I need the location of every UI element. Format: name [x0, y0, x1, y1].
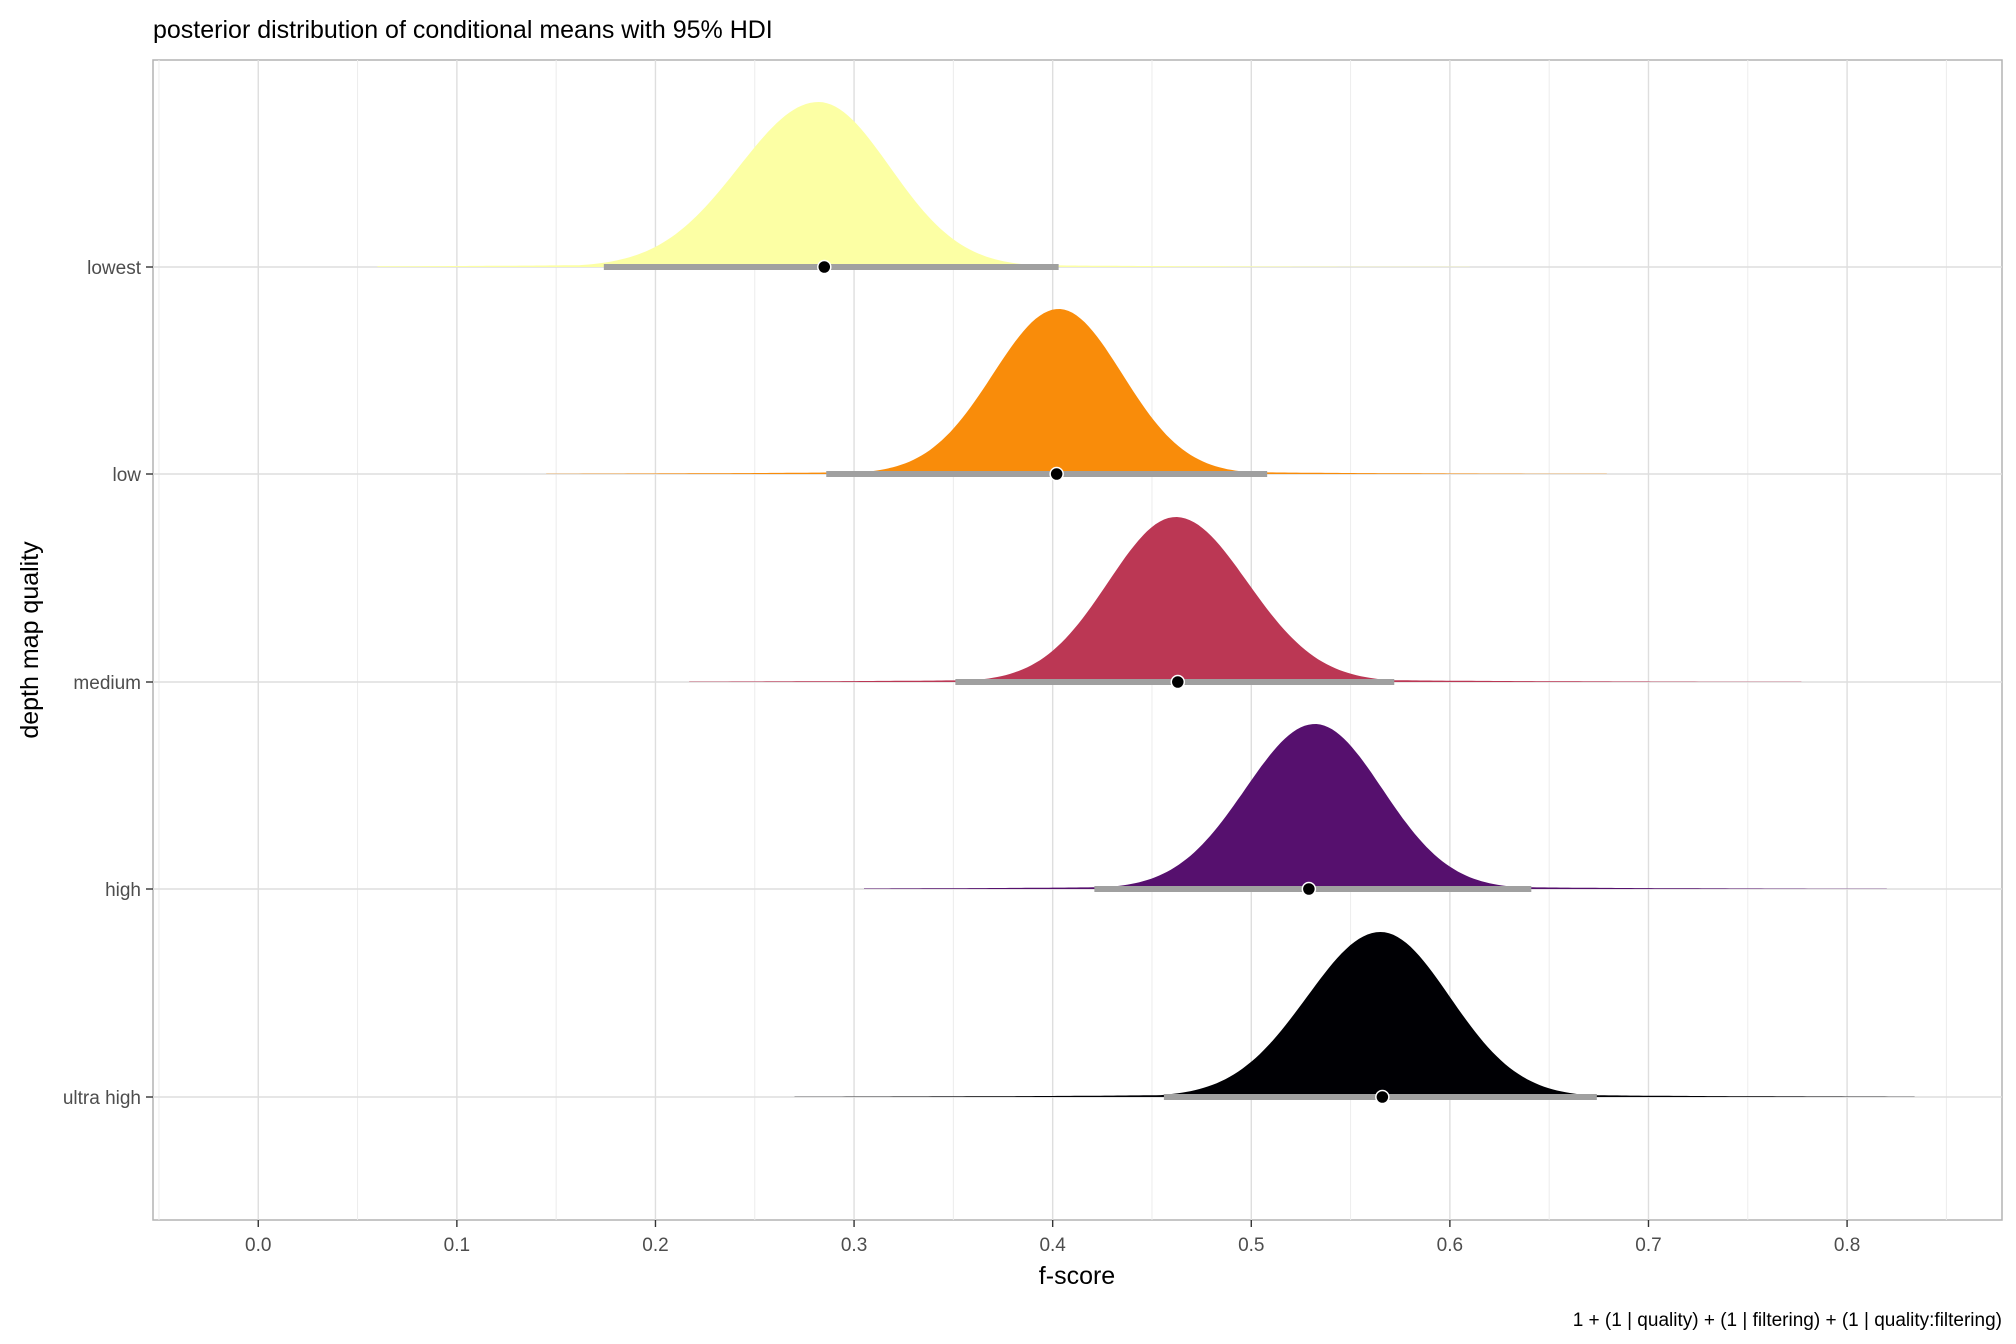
density-ridge-ultra-high: [794, 932, 1915, 1097]
point-estimate-ultra-high: [1375, 1089, 1390, 1105]
y-tick-label: ultra high: [63, 1088, 141, 1109]
y-tick-label: low: [112, 465, 141, 486]
x-tick-label: 0.8: [1834, 1235, 1860, 1256]
y-axis-title: depth map quality: [16, 541, 44, 739]
chart-title: posterior distribution of conditional me…: [153, 16, 773, 44]
density-ridge-lowest: [377, 102, 1470, 267]
x-tick-label: 0.3: [841, 1235, 867, 1256]
point-estimate-lowest: [817, 259, 832, 275]
density-ridge-low: [546, 309, 1607, 474]
density-ridges: [377, 102, 1915, 1097]
point-estimate-high: [1301, 881, 1317, 897]
y-tick-label: medium: [73, 673, 141, 694]
point-estimate-low: [1049, 466, 1064, 482]
x-axis-ticks: 0.0 0.1 0.2 0.3 0.4 0.5 0.6 0.7 0.8: [245, 1220, 1860, 1256]
density-ridge-high: [864, 724, 1887, 889]
x-tick-label: 0.1: [444, 1235, 470, 1256]
x-axis-title: f-score: [1039, 1262, 1115, 1290]
x-tick-label: 0.2: [642, 1235, 668, 1256]
y-tick-label: high: [105, 880, 141, 901]
x-tick-label: 0.7: [1635, 1235, 1661, 1256]
x-tick-label: 0.4: [1039, 1235, 1066, 1256]
hdi-intervals: [603, 259, 1597, 1105]
chart-caption: 1 + (1 | quality) + (1 | filtering) + (1…: [1573, 1310, 2002, 1331]
y-axis-ticks: lowest low medium high ultra high: [63, 258, 153, 1109]
density-ridge-medium: [689, 517, 1802, 682]
x-tick-label: 0.0: [245, 1235, 271, 1256]
point-estimate-medium: [1170, 674, 1186, 690]
x-tick-label: 0.6: [1437, 1235, 1463, 1256]
x-tick-label: 0.5: [1238, 1235, 1264, 1256]
y-tick-label: lowest: [87, 258, 142, 279]
